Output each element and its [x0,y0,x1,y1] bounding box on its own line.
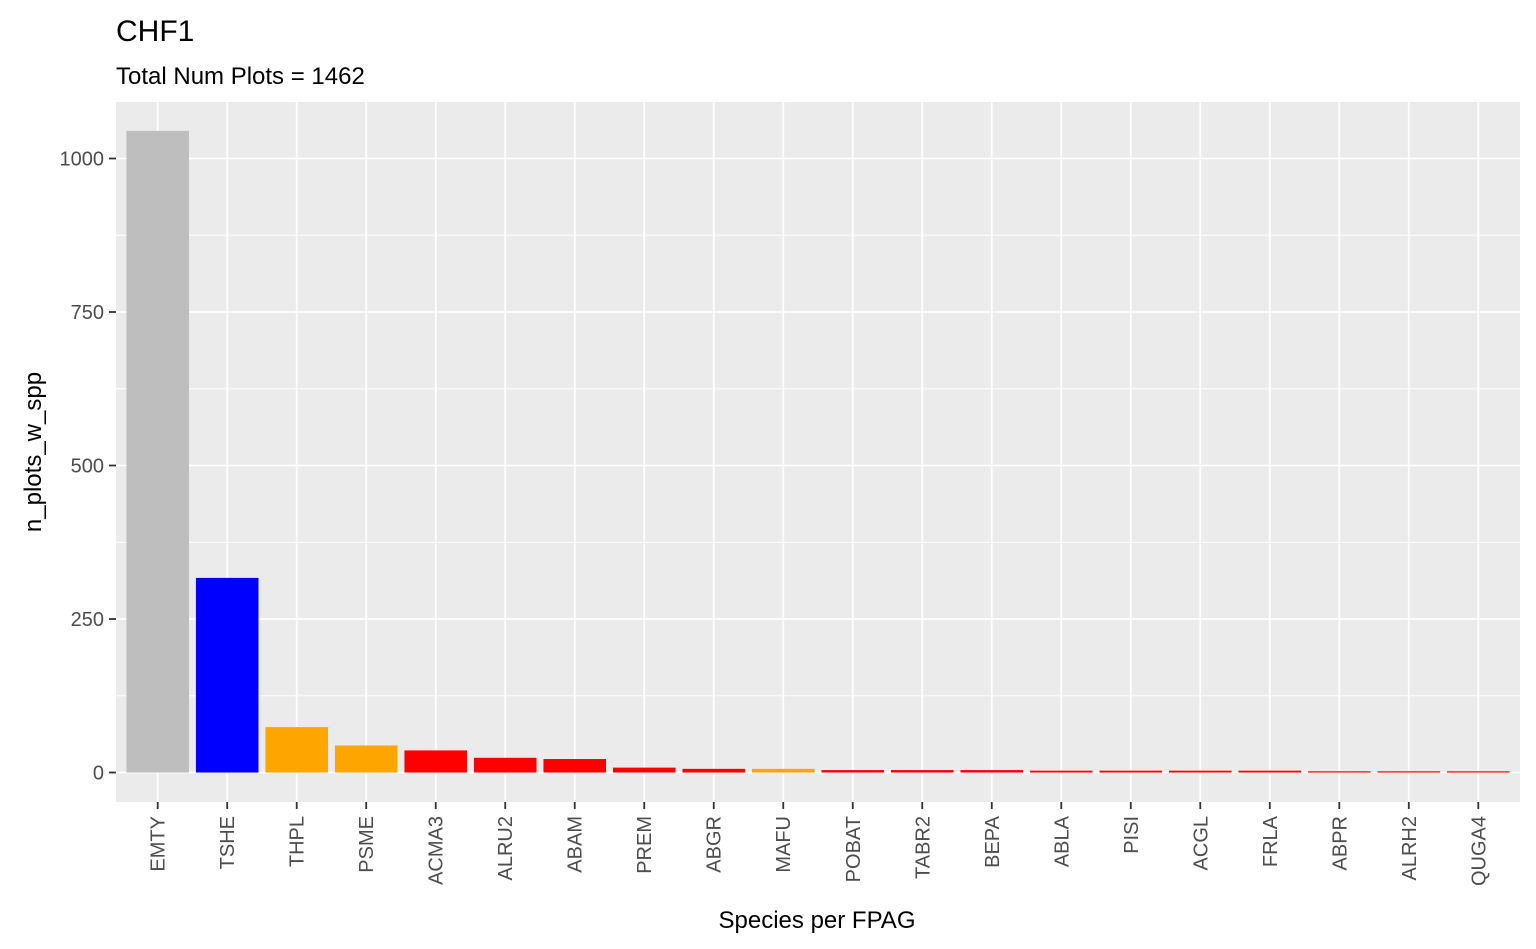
y-axis: 0 250 500 750 1000 [60,148,116,785]
x-tick-label: PREM [634,816,656,874]
bar-psme [334,745,398,773]
chart-title: CHF1 [116,15,194,48]
x-tick-label: ABGR [704,816,726,873]
major-gridlines [116,102,1520,802]
x-axis: EMTY TSHE THPL PSME ACMA3 ALRU2 ABAM PREM ABGR MA… [148,802,1490,886]
x-tick-label: BEPA [982,815,1004,868]
bar-abam [543,759,607,773]
y-tick-label: 1000 [60,148,105,170]
y-tick-label: 0 [93,763,104,785]
x-axis-title: Species per FPAG [719,907,916,934]
bar-pisi [1099,770,1163,773]
y-tick-label: 750 [71,302,104,324]
x-tick-label: PSME [356,816,378,873]
x-tick-label: ACGL [1190,816,1212,870]
x-tick-label: ACMA3 [426,816,448,885]
bar-tabr2 [890,770,954,773]
bar-thpl [265,727,328,773]
minor-gridlines [116,234,1520,697]
x-tick-label: TSHE [217,816,239,869]
bar-bepa [960,770,1024,773]
bar-emty [126,130,189,773]
chart-subtitle: Total Num Plots = 1462 [116,63,365,90]
plot-panel [116,102,1520,802]
bar-acgl [1169,770,1232,773]
x-tick-label: TABR2 [912,816,934,879]
y-axis-title: n_plots_w_spp [20,372,47,532]
bar-pobat [821,770,885,773]
bar-abgr [682,768,746,773]
x-tick-label: ABPR [1329,816,1351,870]
bar-acma3 [404,750,467,773]
bar-alru2 [473,757,537,773]
x-tick-label: ABAM [565,816,587,873]
x-tick-label: MAFU [773,816,795,873]
bar-frla [1238,770,1302,773]
y-tick-label: 500 [71,456,104,478]
x-tick-label: FRLA [1260,815,1282,867]
x-tick-label: ALRH2 [1399,816,1421,880]
y-tick-label: 250 [71,609,104,631]
bar-abpr [1308,771,1371,773]
x-tick-label: ABLA [1051,815,1073,867]
x-tick-label: PISI [1121,816,1143,854]
x-tick-label: EMTY [148,816,170,872]
x-tick-label: QUGA4 [1468,816,1490,886]
bar-quga4 [1447,771,1510,773]
bar-alrh2 [1377,771,1441,773]
bars [126,130,1510,773]
bar-tshe [195,577,259,773]
bar-mafu [751,768,815,773]
bar-prem [612,767,676,773]
x-tick-label: ALRU2 [495,816,517,880]
x-tick-label: POBAT [843,816,865,882]
bar-abla [1029,770,1093,773]
x-tick-label: THPL [287,816,309,867]
